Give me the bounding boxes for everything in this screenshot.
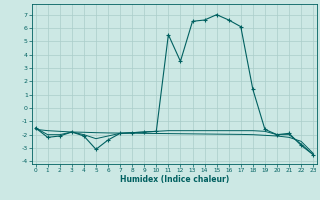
X-axis label: Humidex (Indice chaleur): Humidex (Indice chaleur)	[120, 175, 229, 184]
